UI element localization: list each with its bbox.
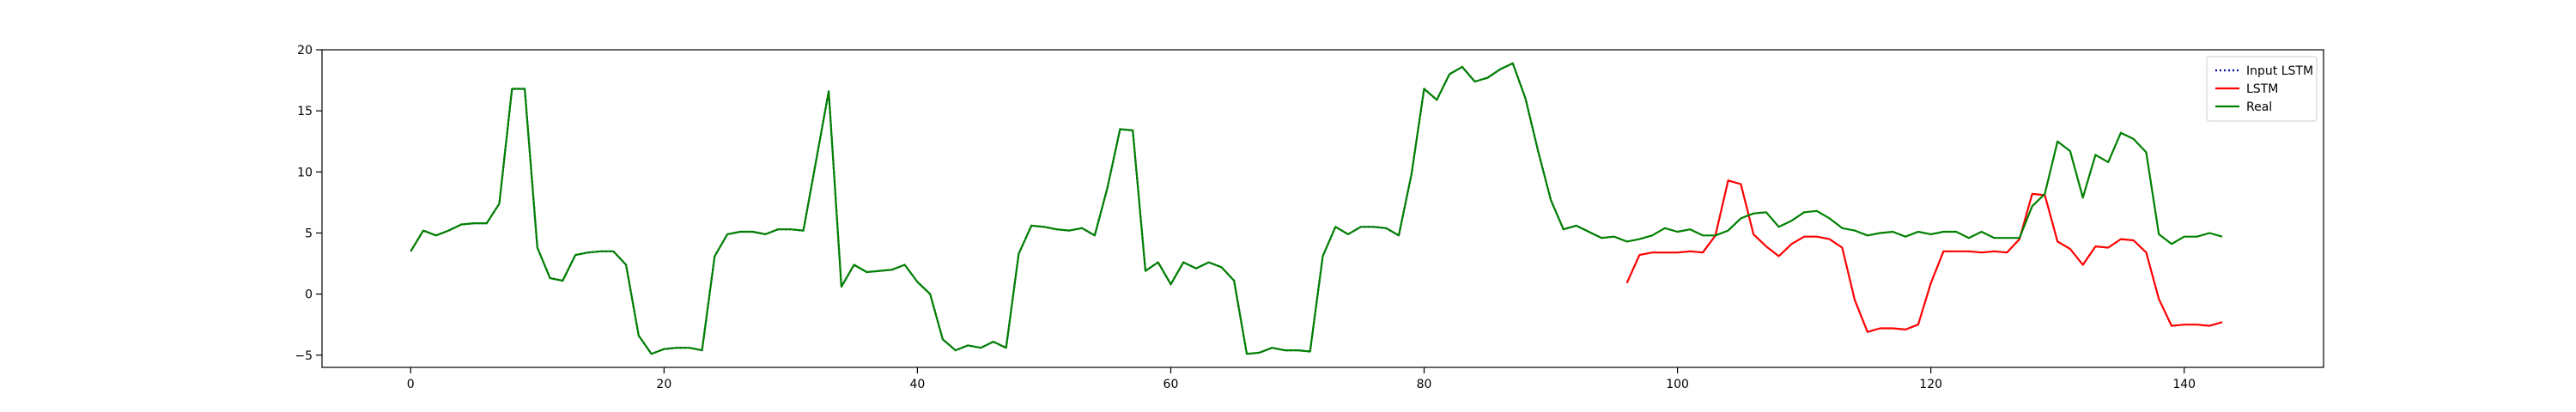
plot-frame — [321, 49, 2324, 368]
series-line-lstm — [1625, 179, 2223, 333]
x-tick-label: 60 — [1163, 378, 1179, 391]
axes-layer: 0 20 40 60 80 100 120 140 −5 0 5 10 15 20 — [295, 44, 2324, 391]
y-tick-label: 0 — [305, 288, 313, 302]
series-layer — [410, 62, 2223, 355]
legend-box — [2206, 56, 2318, 122]
y-tick-label: 10 — [297, 166, 313, 179]
x-tick-label: 0 — [407, 378, 415, 391]
y-tick-label: 20 — [297, 44, 313, 58]
x-tick-label: 140 — [2172, 378, 2196, 391]
legend: Input LSTM LSTM Real — [2206, 56, 2318, 122]
series-line-real — [410, 62, 2223, 355]
x-tick-label: 80 — [1417, 378, 1432, 391]
y-tick-label: 5 — [305, 227, 313, 240]
legend-label: Real — [2246, 100, 2272, 114]
y-tick-label: −5 — [295, 349, 313, 363]
legend-label: Input LSTM — [2246, 64, 2313, 78]
legend-label: LSTM — [2246, 82, 2278, 96]
x-tick-label: 120 — [1919, 378, 1942, 391]
y-tick-label: 15 — [297, 105, 313, 118]
x-tick-label: 40 — [909, 378, 925, 391]
x-tick-label: 20 — [656, 378, 671, 391]
x-tick-label: 100 — [1666, 378, 1689, 391]
